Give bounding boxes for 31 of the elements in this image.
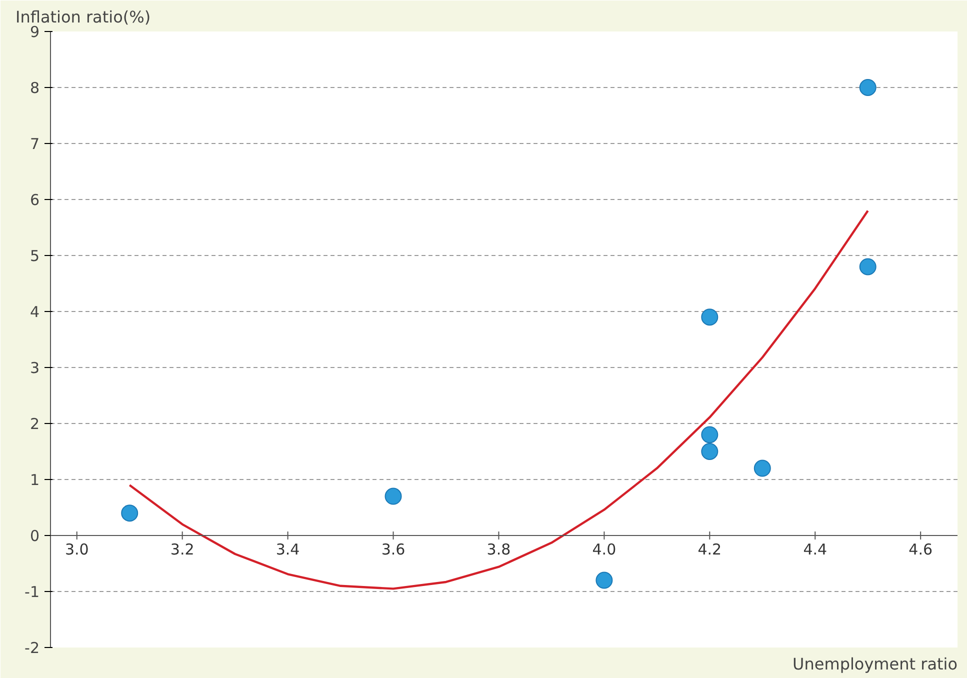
point <box>596 572 613 589</box>
y-tick-label: 1 <box>30 471 40 489</box>
y-tick-label: 2 <box>30 415 40 433</box>
y-tick-label: -1 <box>24 583 40 601</box>
y-tick-label: 4 <box>30 303 40 321</box>
y-tick-label: 3 <box>30 359 40 377</box>
point <box>121 504 138 522</box>
point <box>701 308 718 326</box>
x-tick-label: 4.6 <box>908 540 933 558</box>
y-tick-label: 7 <box>30 135 40 153</box>
x-tick-label: 3.0 <box>64 540 89 558</box>
x-axis-title: Unemployment ratio <box>792 654 958 674</box>
x-tick-label: 3.6 <box>381 540 406 558</box>
point <box>859 258 876 276</box>
y-tick-label: 6 <box>30 191 40 209</box>
line-series <box>128 210 869 590</box>
x-tick-label: 4.0 <box>592 540 616 558</box>
x-tick-label: 3.8 <box>486 540 511 558</box>
point <box>859 79 876 96</box>
y-tick-label: 5 <box>30 247 40 265</box>
point <box>754 460 771 477</box>
x-tick-label: 4.2 <box>698 540 722 558</box>
y-tick-label: -2 <box>24 639 40 657</box>
point <box>701 426 718 444</box>
point <box>701 443 718 460</box>
x-tick-label: 3.2 <box>170 540 194 558</box>
x-tick-label: 3.4 <box>276 540 300 558</box>
y-tick-label: 8 <box>30 79 40 97</box>
y-tick-label: 0 <box>30 527 40 545</box>
x-tick-label: 4.4 <box>803 540 828 558</box>
point <box>384 488 402 505</box>
